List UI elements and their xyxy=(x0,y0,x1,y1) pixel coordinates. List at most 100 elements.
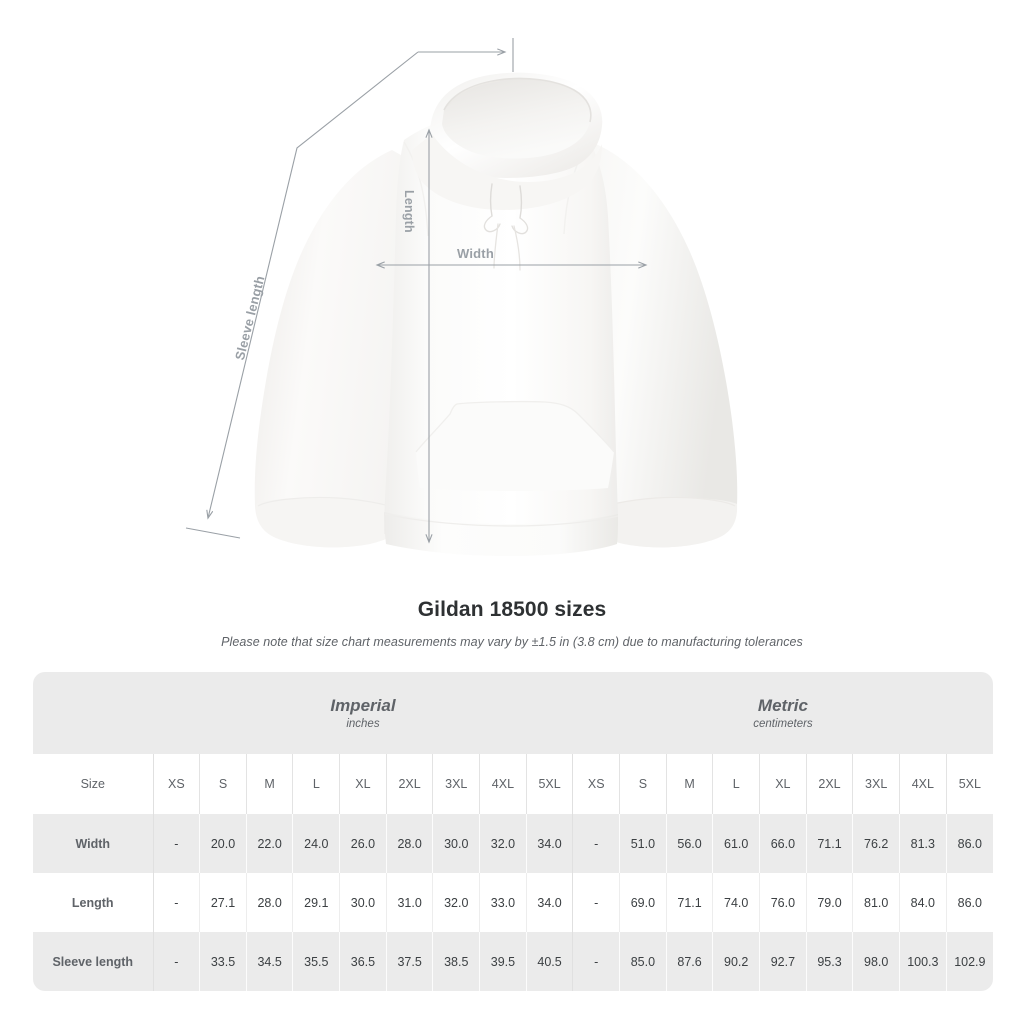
unit-banner-imperial: Imperial inches xyxy=(153,672,573,754)
title-block: Gildan 18500 sizes Please note that size… xyxy=(0,598,1024,649)
cell-imperial-width-xl: 26.0 xyxy=(339,814,387,873)
cell-imperial-length-4xl: 33.0 xyxy=(479,873,527,932)
cell-metric-width-3xl: 76.2 xyxy=(852,814,900,873)
size-header-metric-4xl: 4XL xyxy=(899,754,947,814)
cell-imperial-sleeve-length-2xl: 37.5 xyxy=(385,932,433,991)
cell-metric-length-l: 74.0 xyxy=(712,873,760,932)
unit-sub: inches xyxy=(346,718,380,731)
cell-metric-length-xs: - xyxy=(572,873,620,932)
length-label: Length xyxy=(402,190,416,233)
cell-imperial-length-s: 27.1 xyxy=(199,873,247,932)
cell-imperial-width-5xl: 34.0 xyxy=(525,814,573,873)
size-chart-table-wrap: Imperial inches Metric centimeters Size XS S M L… xyxy=(33,672,993,991)
cell-imperial-width-4xl: 32.0 xyxy=(479,814,527,873)
cell-imperial-sleeve-length-3xl: 38.5 xyxy=(432,932,480,991)
size-header-row: Size XS S M L XL 2XL 3XL 4XL 5XL XS S M L XL 2XL 3XL 4XL 5… xyxy=(33,754,993,814)
cell-imperial-length-xs: - xyxy=(152,873,200,932)
table-row: Sleeve length -33.5 34.5 35.5 36.5 37.5 38.5 39… xyxy=(33,932,993,991)
page-title: Gildan 18500 sizes xyxy=(417,598,607,621)
cell-metric-length-xl: 76.0 xyxy=(759,873,807,932)
cell-imperial-sleeve-length-4xl: 39.5 xyxy=(479,932,527,991)
size-header-metric-3xl: 3XL xyxy=(852,754,900,814)
cell-metric-length-3xl: 81.0 xyxy=(852,873,900,932)
size-header-metric-xl: XL xyxy=(759,754,807,814)
hoodie-illustration: Length Width Sleeve length xyxy=(185,38,738,556)
cell-metric-length-2xl: 79.0 xyxy=(805,873,853,932)
size-header-metric-s: S xyxy=(619,754,667,814)
header-corner-label: Size xyxy=(33,754,153,814)
cell-metric-sleeve-length-m: 87.6 xyxy=(665,932,713,991)
row-label-width: Width xyxy=(33,814,153,873)
size-header-imperial-l: L xyxy=(292,754,340,814)
dimension-lines xyxy=(185,38,646,542)
cell-imperial-width-s: 20.0 xyxy=(199,814,247,873)
cell-metric-length-m: 71.1 xyxy=(665,873,713,932)
hoodie-garment xyxy=(254,72,738,556)
cell-metric-sleeve-length-xl: 92.7 xyxy=(759,932,807,991)
cell-metric-width-s: 51.0 xyxy=(619,814,667,873)
cell-metric-width-l: 61.0 xyxy=(712,814,760,873)
cell-metric-sleeve-length-5xl: 102.9 xyxy=(945,932,993,991)
unit-name: Metric xyxy=(757,695,808,715)
cell-metric-width-5xl: 86.0 xyxy=(945,814,993,873)
cell-metric-sleeve-length-xs: - xyxy=(572,932,620,991)
size-header-metric-l: L xyxy=(712,754,760,814)
size-header-imperial-xl: XL xyxy=(339,754,387,814)
size-header-metric-m: M xyxy=(665,754,713,814)
unit-banner-spacer xyxy=(33,672,153,754)
cell-imperial-length-2xl: 31.0 xyxy=(385,873,433,932)
size-header-metric-5xl: 5XL xyxy=(945,754,993,814)
cell-metric-width-xs: - xyxy=(572,814,620,873)
size-header-metric-2xl: 2XL xyxy=(805,754,853,814)
row-label-length: Length xyxy=(33,873,153,932)
cell-imperial-sleeve-length-s: 33.5 xyxy=(199,932,247,991)
unit-name: Imperial xyxy=(330,695,396,715)
size-header-imperial-xs: XS xyxy=(152,754,200,814)
table-row: Length -27.1 28.0 29.1 30.0 31.0 32.0 33.0 34.0-… xyxy=(33,873,993,932)
size-header-imperial-4xl: 4XL xyxy=(479,754,527,814)
row-label-sleeve-length: Sleeve length xyxy=(33,932,153,991)
cell-imperial-sleeve-length-l: 35.5 xyxy=(292,932,340,991)
cell-metric-width-xl: 66.0 xyxy=(759,814,807,873)
unit-sub: centimeters xyxy=(753,718,813,731)
cell-imperial-length-5xl: 34.0 xyxy=(525,873,573,932)
cell-imperial-sleeve-length-xs: - xyxy=(152,932,200,991)
cell-metric-width-4xl: 81.3 xyxy=(899,814,947,873)
size-header-metric-xs: XS xyxy=(572,754,620,814)
cell-metric-length-4xl: 84.0 xyxy=(899,873,947,932)
size-header-imperial-3xl: 3XL xyxy=(432,754,480,814)
cell-imperial-width-xs: - xyxy=(152,814,200,873)
cell-metric-width-2xl: 71.1 xyxy=(805,814,853,873)
cell-metric-sleeve-length-l: 90.2 xyxy=(712,932,760,991)
cell-imperial-width-2xl: 28.0 xyxy=(385,814,433,873)
cell-metric-length-5xl: 86.0 xyxy=(945,873,993,932)
unit-banner-metric: Metric centimeters xyxy=(572,672,993,754)
sleeve-length-end-tick xyxy=(185,527,241,539)
size-header-imperial-5xl: 5XL xyxy=(525,754,573,814)
table-row: Width -20.0 22.0 24.0 26.0 28.0 30.0 32.0 34.0-5… xyxy=(33,814,993,873)
cell-metric-sleeve-length-3xl: 98.0 xyxy=(852,932,900,991)
cell-imperial-length-3xl: 32.0 xyxy=(432,873,480,932)
unit-banner-row: Imperial inches Metric centimeters xyxy=(33,672,993,754)
size-chart-table: Imperial inches Metric centimeters Size XS S M L… xyxy=(33,672,993,991)
cell-imperial-width-l: 24.0 xyxy=(292,814,340,873)
size-header-imperial-m: M xyxy=(245,754,293,814)
cell-imperial-sleeve-length-xl: 36.5 xyxy=(339,932,387,991)
hoodie-diagram-svg xyxy=(185,38,738,556)
cell-metric-length-s: 69.0 xyxy=(619,873,667,932)
size-header-imperial-s: S xyxy=(199,754,247,814)
cell-imperial-sleeve-length-m: 34.5 xyxy=(245,932,293,991)
sleeve-length-diagonal xyxy=(208,51,419,518)
cell-imperial-length-m: 28.0 xyxy=(245,873,293,932)
cell-metric-sleeve-length-4xl: 100.3 xyxy=(899,932,947,991)
cell-imperial-sleeve-length-5xl: 40.5 xyxy=(525,932,573,991)
cell-metric-sleeve-length-2xl: 95.3 xyxy=(805,932,853,991)
cell-imperial-width-m: 22.0 xyxy=(245,814,293,873)
width-label: Width xyxy=(457,246,494,261)
cell-imperial-width-3xl: 30.0 xyxy=(432,814,480,873)
cell-metric-sleeve-length-s: 85.0 xyxy=(619,932,667,991)
tolerance-note: Please note that size chart measurements… xyxy=(221,635,803,649)
size-header-imperial-2xl: 2XL xyxy=(385,754,433,814)
cell-metric-width-m: 56.0 xyxy=(665,814,713,873)
cell-imperial-length-l: 29.1 xyxy=(292,873,340,932)
